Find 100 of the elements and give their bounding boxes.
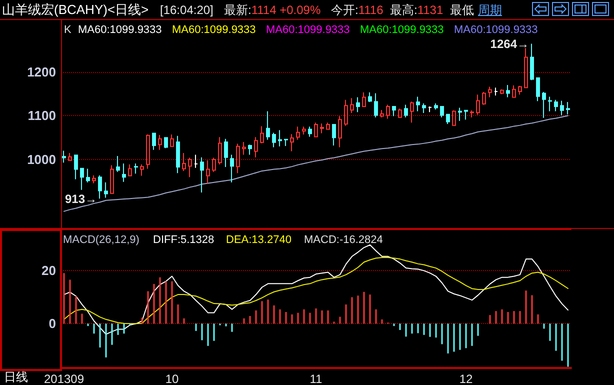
line-series <box>64 115 568 212</box>
candlestick <box>86 168 90 183</box>
candlestick <box>194 154 198 168</box>
candlestick <box>218 136 222 165</box>
candlestick <box>542 91 546 118</box>
candlestick <box>350 98 354 114</box>
text: 周期 <box>478 3 502 17</box>
annotation: 1264→ <box>490 36 529 51</box>
candlestick <box>536 77 540 102</box>
candlestick <box>464 110 468 120</box>
candlestick <box>416 96 420 112</box>
candlestick <box>266 110 270 140</box>
candlestick <box>182 152 186 172</box>
candlestick <box>140 164 144 176</box>
text: 最新:1114 +0.09% <box>224 3 321 17</box>
annotation: MA60:1099.9333 <box>454 23 538 37</box>
candlestick <box>440 106 444 118</box>
candlestick <box>398 108 402 118</box>
candlestick <box>434 102 438 110</box>
candlestick <box>404 104 408 118</box>
candlestick <box>62 150 66 164</box>
candlestick <box>176 135 180 174</box>
candlestick <box>338 116 342 148</box>
candlestick <box>308 126 312 138</box>
candlestick <box>254 136 258 158</box>
candlestick <box>224 138 228 168</box>
candlestick <box>170 134 174 147</box>
candlestick <box>410 101 414 124</box>
candlestick <box>92 174 96 184</box>
candlestick <box>302 126 306 136</box>
annotation: MA60:1099.9333 <box>266 23 350 37</box>
text: 最低 <box>450 3 474 17</box>
candlestick <box>458 107 462 122</box>
candlestick <box>260 126 264 144</box>
candlestick <box>164 137 168 149</box>
candlestick <box>272 132 276 148</box>
candlestick <box>500 88 504 95</box>
candlestick <box>374 92 378 118</box>
candlestick <box>314 122 318 138</box>
candlestick <box>248 144 252 156</box>
candlestick <box>566 102 570 115</box>
candlestick <box>98 174 102 200</box>
candlestick <box>128 164 132 176</box>
text: 最高:1131 <box>390 3 444 17</box>
candlestick <box>110 164 114 194</box>
chart-title: 山羊绒宏(BCAHY)<日线> <box>2 2 149 17</box>
candlestick <box>428 106 432 113</box>
candlestick <box>530 43 534 81</box>
candlestick <box>554 99 558 112</box>
x-tick-label: 10 <box>165 372 179 385</box>
annotation: 913→ <box>64 192 97 206</box>
candlestick <box>284 138 288 146</box>
candlestick <box>320 123 324 134</box>
text: 日线 <box>4 370 28 384</box>
candlestick <box>380 109 384 118</box>
candlestick <box>74 154 78 180</box>
y-tick-label: 20 <box>42 263 56 278</box>
candlestick <box>386 104 390 120</box>
annotation: MA60:1099.9333 <box>172 23 256 37</box>
y-tick-label: 0 <box>48 316 56 332</box>
candlestick <box>476 94 480 116</box>
candlestick <box>278 130 282 147</box>
y-tick-label: 1200 <box>27 64 56 80</box>
candlestick <box>68 152 72 161</box>
candlestick <box>290 134 294 152</box>
line-series <box>64 256 568 324</box>
candlestick <box>104 182 108 198</box>
candlestick <box>368 92 372 103</box>
candlestick <box>344 99 348 126</box>
candlestick <box>158 134 162 150</box>
candlestick <box>146 134 150 170</box>
annotation: DEA:13.2740 <box>226 233 292 247</box>
candlestick <box>452 110 456 126</box>
annotation: MACD(26,12,9) <box>63 233 140 247</box>
candlestick <box>332 124 336 146</box>
x-tick-label: 12 <box>459 372 473 385</box>
candlestick <box>326 122 330 130</box>
annotation: MA60:1099.9333 <box>78 23 162 37</box>
annotation: DIFF:5.1328 <box>153 233 214 247</box>
candlestick <box>116 156 120 172</box>
candlestick <box>506 84 510 98</box>
candlestick <box>296 126 300 140</box>
candlestick <box>362 92 366 107</box>
candlestick <box>356 96 360 113</box>
candlestick <box>488 86 492 98</box>
annotation: MA60:1099.9333 <box>360 23 444 37</box>
candlestick <box>470 110 474 118</box>
candlestick <box>212 157 216 172</box>
candlestick <box>494 87 498 96</box>
candlestick <box>206 160 210 184</box>
annotation: MACD:-16.2824 <box>304 233 383 247</box>
candlestick <box>134 162 138 174</box>
candlestick <box>422 102 426 114</box>
candlestick <box>512 84 516 98</box>
candlestick <box>446 114 450 124</box>
x-tick-label: 201309 <box>44 372 84 385</box>
candlestick <box>122 162 126 182</box>
candlestick <box>230 154 234 183</box>
candlestick <box>524 48 528 88</box>
candlestick <box>188 157 192 178</box>
